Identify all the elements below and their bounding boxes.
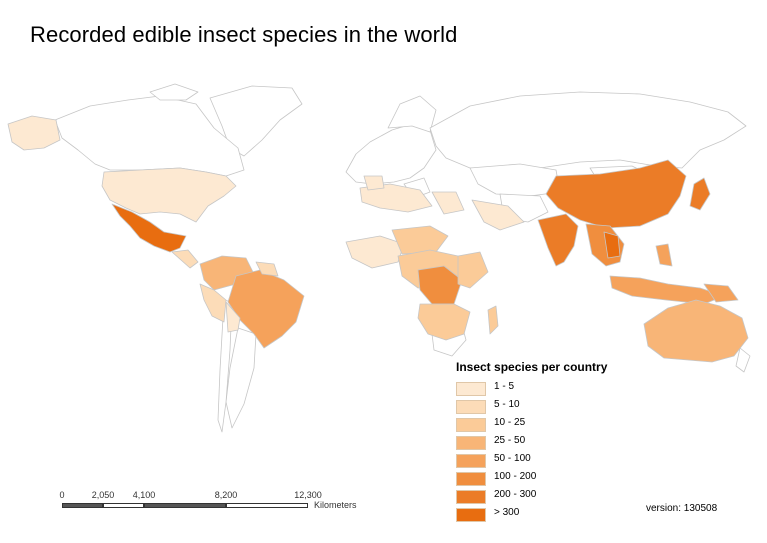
- peru: [199, 283, 227, 323]
- map-title: Recorded edible insect species in the wo…: [30, 22, 458, 47]
- alaska: [7, 115, 61, 151]
- philippines: [655, 243, 673, 267]
- legend-label: 5 - 10: [494, 399, 520, 410]
- legend: Insect species per country 1 - 5 5 - 10 10…: [456, 360, 626, 524]
- argentina: [225, 327, 257, 429]
- legend-swatch: [456, 418, 486, 432]
- legend-label: 50 - 100: [494, 453, 531, 464]
- legend-swatch: [456, 436, 486, 450]
- legend-list: 1 - 5 5 - 10 10 - 25 25 - 50 50 - 100 100 - 2…: [456, 380, 626, 524]
- scandinavia: [387, 95, 437, 133]
- indonesia: [609, 275, 725, 305]
- legend-item: 100 - 200: [456, 470, 626, 488]
- legend-item: 1 - 5: [456, 380, 626, 398]
- scale-bar: 0 2,050 4,100 8,200 12,300 Kilometers: [59, 490, 356, 520]
- scale-segment: [103, 503, 144, 508]
- central-america: [171, 249, 199, 269]
- usa: [101, 167, 237, 223]
- japan: [689, 177, 711, 211]
- west-africa: [345, 235, 405, 269]
- scale-tick-label: 8,200: [214, 490, 238, 500]
- guianas: [255, 261, 279, 277]
- north-africa: [359, 183, 433, 213]
- new-zealand: [735, 347, 751, 373]
- legend-item: > 300: [456, 506, 626, 524]
- greenland: [209, 85, 303, 157]
- legend-item: 10 - 25: [456, 416, 626, 434]
- mexico: [111, 203, 187, 253]
- thailand: [603, 231, 621, 259]
- central-asia: [469, 163, 561, 197]
- east-africa: [457, 251, 489, 289]
- legend-item: 25 - 50: [456, 434, 626, 452]
- bolivia: [225, 301, 241, 333]
- scale-segment: [226, 503, 308, 508]
- legend-item: 50 - 100: [456, 452, 626, 470]
- legend-swatch: [456, 454, 486, 468]
- scale-segment: [144, 503, 226, 508]
- madagascar: [487, 305, 499, 335]
- legend-title: Insect species per country: [456, 360, 608, 374]
- legend-label: 100 - 200: [494, 471, 537, 482]
- scale-tick-label: 0: [59, 490, 65, 500]
- scale-units: Kilometers: [314, 500, 357, 510]
- legend-swatch: [456, 508, 486, 522]
- australia: [643, 299, 749, 363]
- legend-item: 200 - 300: [456, 488, 626, 506]
- egypt: [431, 191, 465, 215]
- legend-swatch: [456, 472, 486, 486]
- legend-swatch: [456, 490, 486, 504]
- europe: [345, 123, 437, 185]
- sahel: [391, 225, 449, 255]
- scale-tick-label: 2,050: [91, 490, 115, 500]
- iberia: [363, 175, 385, 191]
- legend-swatch: [456, 382, 486, 396]
- legend-swatch: [456, 400, 486, 414]
- version-label: version: 130508: [646, 503, 718, 514]
- scale-tick-label: 4,100: [132, 490, 156, 500]
- legend-label: 25 - 50: [494, 435, 526, 446]
- legend-label: 10 - 25: [494, 417, 526, 428]
- russia: [429, 91, 747, 171]
- southern-africa: [417, 303, 471, 341]
- legend-label: 200 - 300: [494, 489, 537, 500]
- scale-tick-label: 12,300: [294, 490, 322, 500]
- arabia: [471, 199, 525, 231]
- legend-label: 1 - 5: [494, 381, 515, 392]
- arctic-islands: [149, 83, 199, 101]
- china: [545, 159, 687, 229]
- legend-label: > 300: [494, 507, 520, 518]
- scale-segment: [62, 503, 103, 508]
- india: [537, 213, 579, 267]
- papua: [703, 283, 739, 303]
- legend-item: 5 - 10: [456, 398, 626, 416]
